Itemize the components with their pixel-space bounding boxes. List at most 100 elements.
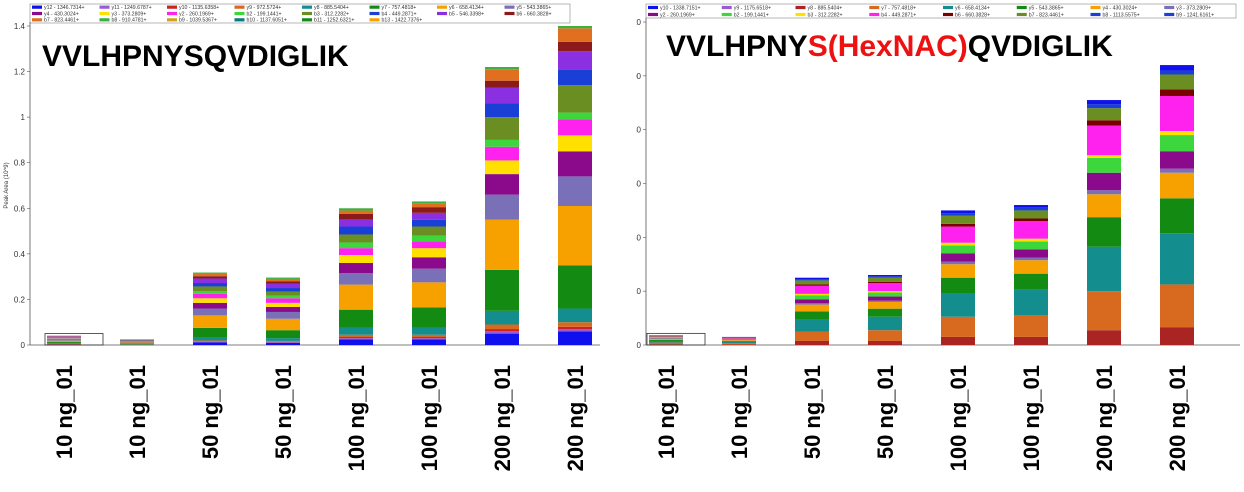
bar-segment [868,301,902,309]
bar-segment [941,242,975,246]
bar-segment [1160,327,1194,345]
bar-segment [558,176,592,207]
bar-segment [339,338,373,340]
legend-swatch [1090,12,1101,17]
bar-segment [1160,284,1194,328]
bar-segment [941,293,975,317]
bar-segment [412,212,446,220]
y-tick-label: 0.8 [14,159,26,168]
bar-segment [266,342,300,345]
legend-swatch [869,5,880,10]
bar-segment [193,273,227,277]
legend-swatch [369,18,380,22]
bar-segment [795,304,829,312]
legend-label: y9 - 1175.6518+ [734,5,771,11]
bar-segment [485,69,519,81]
bar-segment [1160,233,1194,285]
bar-segment [649,339,683,341]
bar-segment [412,203,446,208]
bar-segment [412,334,446,338]
y-tick-label: 0.6 [14,204,26,213]
bar-segment [722,340,756,342]
legend-label: y3 - 373.2809+ [1176,5,1211,11]
bar-segment [193,315,227,328]
legend-swatch [99,11,110,16]
bar-segment [1014,336,1048,345]
legend-swatch [99,5,110,9]
peptide-title-modified: VVLHPNYS(HexNAC)QVDIGLIK [666,30,1113,64]
bar-segment [649,336,683,338]
bar-segment [795,293,829,296]
bar-segment [795,299,829,304]
bar-segment [485,219,519,270]
bar-segment [485,103,519,118]
stacked-bar-chart-left: y12 - 1346.7314+ y11 - 1249.6787+ y10 - 11… [4,3,600,471]
legend-label: b9 - 1039.5367+ [179,18,217,24]
bar-segment [1087,125,1121,156]
legend-swatch [167,18,177,22]
legend-label: b10 - 1137.6051+ [247,18,287,24]
bar-segment [649,344,683,345]
bar-segment [868,291,902,293]
bar-segment [266,281,300,284]
legend-box [645,3,1237,19]
bar-segment [193,293,227,299]
bar-segment [941,226,975,243]
stacked-bar-chart-right: y10 - 1338.7151+ y9 - 1175.6518+ y8 - 885.… [636,3,1240,471]
bar-segment [47,337,81,338]
selection-box [44,333,104,346]
bar-segment [193,340,227,342]
bar-segment [266,330,300,339]
legend-label: y10 - 1135.6358+ [179,5,219,11]
bar-segment [339,208,373,211]
bar-segment [412,257,446,269]
bar-segment [941,261,975,265]
peptide-title-modification: S(HexNAC) [807,30,968,63]
bar-segment [485,67,519,70]
x-tick-label: 50 ng_01 [271,365,296,459]
bar-segment [339,210,373,214]
bar-segment [722,340,756,341]
bar-segment [339,334,373,338]
bar-segment [339,219,373,227]
bar-segment [1160,89,1194,97]
bar-segment [795,295,829,300]
bar-segment [485,310,519,325]
bar-segment [339,234,373,243]
bar-segment [941,336,975,345]
bar-segment [339,242,373,249]
legend-label: b8 - 910.4781+ [112,18,147,24]
bar-segment [1087,194,1121,218]
y-tick-label: 0.2 [14,295,26,304]
legend-swatch [234,11,245,16]
bar-segment [339,284,373,310]
bar-segment [558,329,592,332]
bar-segment [722,341,756,344]
bar-segment [485,324,519,330]
bar-segment [266,278,300,282]
bar-segment [868,281,902,284]
legend-swatch [721,5,732,10]
bar-segment [120,343,154,345]
legend-label: b5 - 546.3398+ [449,11,484,17]
legend-swatch [369,11,380,16]
bar-segment [795,284,829,286]
bar-segment [339,226,373,235]
bar-segment [485,146,519,161]
legend-swatch [869,12,880,17]
bar-segment [558,85,592,113]
bar-segment [412,248,446,258]
bar-segment [1014,260,1048,274]
legend-label: y10 - 1338.7151+ [660,5,701,11]
legend-label: y7 - 757.4818+ [382,5,417,11]
bar-segment [941,277,975,294]
peptide-title-part-1: VVLHPNY [666,30,808,63]
bar-segment [412,307,446,328]
bar-segment [485,331,519,334]
chart-panel-right: y10 - 1338.7151+ y9 - 1175.6518+ y8 - 885.… [636,0,1244,492]
legend-label: y8 - 885.5404+ [314,5,349,11]
bar-segment [193,278,227,284]
bar-segment [1087,172,1121,191]
bar-segment [1087,291,1121,331]
bar-segment [193,337,227,341]
